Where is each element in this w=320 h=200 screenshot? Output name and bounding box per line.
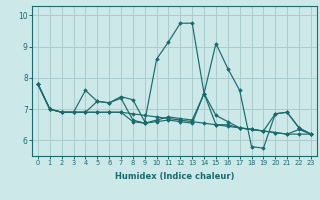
X-axis label: Humidex (Indice chaleur): Humidex (Indice chaleur) — [115, 172, 234, 181]
